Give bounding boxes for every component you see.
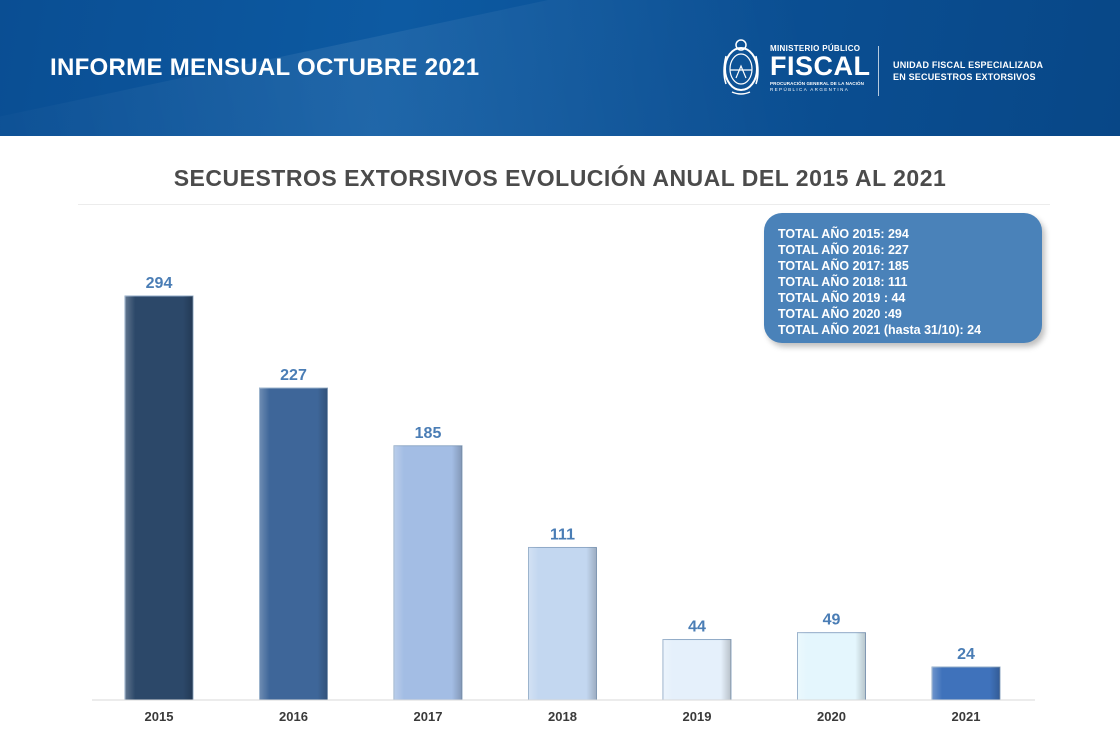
header-banner: INFORME MENSUAL OCTUBRE 2021 MINISTERIO …: [0, 0, 1120, 136]
national-seal-icon: [723, 39, 759, 95]
totals-line: TOTAL AÑO 2020 :49: [778, 307, 902, 321]
data-label: 49: [823, 612, 841, 629]
x-tick-label: 2021: [952, 709, 981, 724]
report-title: INFORME MENSUAL OCTUBRE 2021: [50, 54, 480, 81]
unit-line-1: UNIDAD FISCAL ESPECIALIZADA: [893, 60, 1044, 70]
unit-line-2: EN SECUESTROS EXTORSIVOS: [893, 72, 1036, 82]
fiscal-logo: MINISTERIO PÚBLICO FISCAL PROCURACIÓN GE…: [770, 44, 871, 92]
totals-line: TOTAL AÑO 2018: 111: [778, 275, 908, 289]
unit-name: UNIDAD FISCAL ESPECIALIZADA EN SECUESTRO…: [893, 59, 1043, 83]
data-label: 111: [550, 526, 575, 543]
data-label: 24: [957, 646, 975, 663]
totals-line: TOTAL AÑO 2021 (hasta 31/10): 24: [778, 323, 982, 337]
logo-top-line: MINISTERIO PÚBLICO: [770, 44, 861, 53]
x-tick-label: 2015: [145, 709, 174, 724]
totals-line: TOTAL AÑO 2017: 185: [778, 259, 909, 273]
totals-line: TOTAL AÑO 2019 : 44: [778, 291, 906, 305]
logo-sub-line: PROCURACIÓN GENERAL DE LA NACIÓN: [770, 81, 864, 86]
totals-line: TOTAL AÑO 2015: 294: [778, 227, 909, 241]
bar-shading: [797, 632, 866, 700]
data-label: 294: [146, 275, 173, 292]
logo-main-text: FISCAL: [770, 51, 871, 81]
title-divider: [78, 204, 1050, 205]
data-label: 44: [688, 619, 706, 636]
bar-shading: [394, 445, 462, 700]
x-tick-label: 2019: [683, 709, 712, 724]
totals-list: TOTAL AÑO 2015: 294 TOTAL AÑO 2016: 227 TO…: [778, 226, 981, 338]
data-label: 185: [415, 425, 442, 442]
totals-line: TOTAL AÑO 2016: 227: [778, 243, 909, 257]
totals-callout: TOTAL AÑO 2015: 294 TOTAL AÑO 2016: 227 TO…: [764, 213, 1042, 343]
chart-title: SECUESTROS EXTORSIVOS EVOLUCIÓN ANUAL DE…: [173, 165, 947, 191]
logo-divider: [878, 46, 879, 96]
bar-shading: [125, 296, 193, 700]
logo-country-line: REPÚBLICA ARGENTINA: [770, 87, 850, 92]
bar-shading: [663, 639, 731, 700]
bar-shading: [932, 667, 1000, 700]
x-tick-label: 2018: [548, 709, 577, 724]
bar-shading: [259, 388, 328, 700]
x-tick-label: 2020: [817, 709, 846, 724]
x-tick-label: 2017: [414, 709, 443, 724]
bar-shading: [528, 547, 597, 700]
data-label: 227: [280, 367, 307, 384]
x-tick-label: 2016: [279, 709, 308, 724]
